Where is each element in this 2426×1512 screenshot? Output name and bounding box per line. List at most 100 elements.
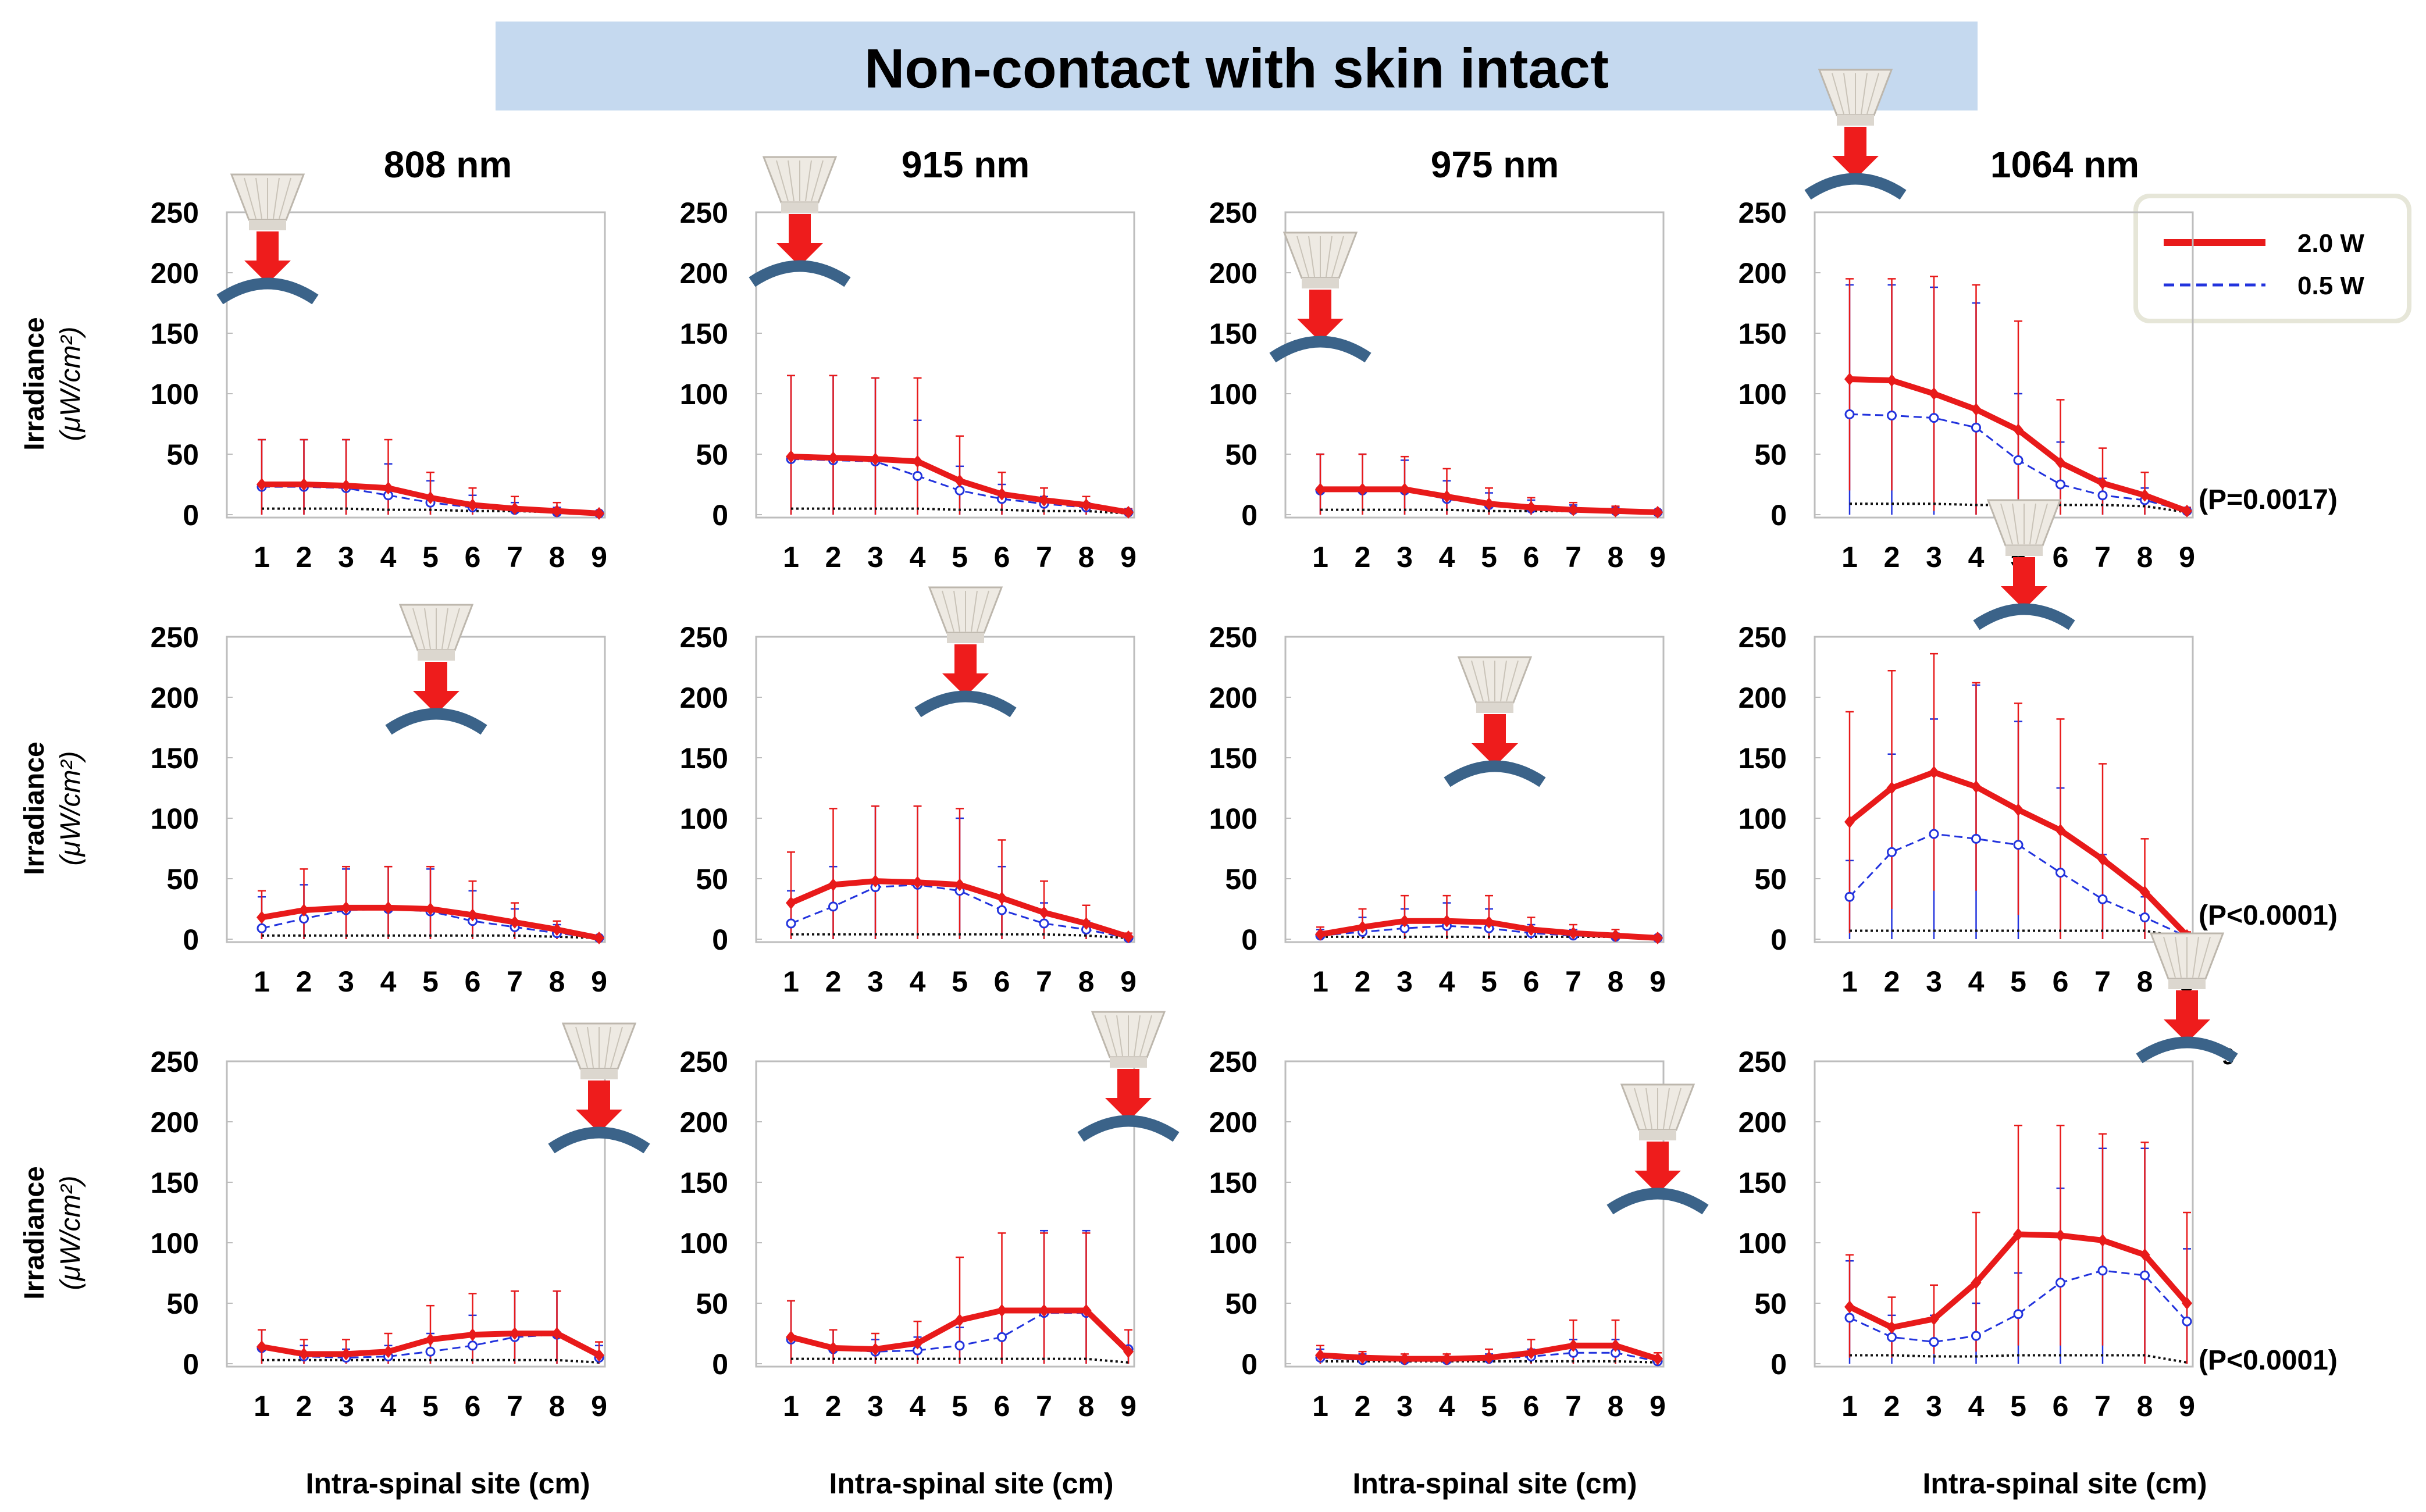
y-tick-label: 200 [680,1106,728,1139]
y-tick-label: 50 [1754,863,1787,896]
data-point-2-0w [2097,1233,2108,1247]
data-point-2-0w [786,1331,796,1344]
probe-arrow-shaft [1309,290,1331,320]
x-tick-label: 4 [910,965,926,998]
data-point-0-5w [1844,891,1855,902]
data-point-2-0w [298,478,309,491]
x-tick-label: 2 [1355,1390,1371,1422]
probe-arrow-shaft [1844,127,1866,157]
probe-rib [1134,1015,1141,1057]
data-point-0-5w [1929,1337,1939,1347]
y-tick-label: 150 [680,1167,728,1199]
x-tick-label: 4 [1968,541,1985,573]
probe-rib [1634,1087,1647,1129]
x-tick-label: 7 [1036,965,1052,998]
x-tick-label: 9 [591,1390,607,1422]
data-point-2-0w [510,915,520,929]
data-point-2-0w [1844,373,1855,386]
ylabel-line2: (μW/cm²) [55,751,86,866]
data-point-2-0w [467,498,478,512]
x-tick-label: 2 [296,1390,312,1422]
x-tick-label: 1 [1841,1390,1858,1422]
chart-panel-915-nm-site-1: 0 50 100 150 200 250 1 2 3 4 5 6 7 8 9 [680,156,1137,573]
x-tick-label: 4 [1439,1390,1455,1422]
data-point-2-0w [1652,1352,1663,1365]
probe-rib [1843,73,1850,115]
y-tick-label: 250 [1209,197,1257,229]
skin-arc [1973,603,2075,630]
x-tick-label: 1 [1312,541,1328,573]
x-tick-label: 9 [1120,965,1137,998]
x-tick-label: 7 [1565,965,1581,998]
probe-tip [1302,278,1339,288]
x-tick-label: 3 [1926,1390,1942,1422]
ylabel-line2: (μW/cm²) [55,327,86,441]
x-tick-label: 3 [1397,1390,1413,1422]
data-point-2-0w [1971,403,1982,416]
data-point-0-5w [786,918,796,929]
data-point-0-5w [1887,847,1897,857]
probe-arrow-shaft [425,662,447,692]
data-point-0-5w [2013,455,2024,465]
data-point-2-0w [510,502,520,515]
data-point-2-0w [954,474,965,487]
ylabel-line1: Irradiance [19,741,50,875]
probe-tip [1837,115,1874,126]
data-point-2-0w [551,1327,562,1340]
data-point-0-5w [1887,410,1897,420]
probe-arrow-head [244,261,291,284]
y-tick-label: 100 [680,803,728,835]
x-tick-label: 8 [1078,1390,1095,1422]
probe-arrow-head [2164,1019,2210,1043]
probe-rib [1116,1015,1123,1057]
x-tick-label: 3 [1926,541,1942,573]
y-tick-label: 250 [1739,197,1787,229]
y-tick-label: 250 [680,197,728,229]
x-tick-label: 9 [1650,541,1666,573]
probe-arrow-shaft [954,644,977,675]
chart-panel-808-nm-site-5: 0 50 100 150 200 250 1 2 3 4 5 6 7 8 9 [151,604,607,998]
skin-arc [548,1126,650,1154]
y-tick-label: 200 [680,682,728,714]
y-tick-label: 100 [1739,1227,1787,1260]
probe-rib [1331,236,1344,277]
x-tick-label: 2 [1884,965,1900,998]
x-tick-label: 1 [254,1390,270,1422]
x-tick-label: 1 [1841,541,1858,573]
data-point-2-0w [594,507,604,520]
data-point-2-0w [1652,931,1663,944]
data-point-2-0w [1039,906,1049,919]
data-point-2-0w [383,1345,394,1358]
probe-rib [1483,660,1490,702]
probe-arrow-head [1105,1098,1152,1121]
chart-panel-975-nm-site-9: 0 50 100 150 200 250 1 2 3 4 5 6 7 8 9 [1209,1046,1709,1422]
data-point-2-0w [828,1341,839,1354]
data-point-2-0w [383,482,394,495]
y-tick-label: 50 [696,438,728,471]
y-tick-label: 100 [1209,1227,1257,1260]
x-tick-label: 8 [549,541,565,573]
chart-panel-808-nm-site-9: 0 50 100 150 200 250 1 2 3 4 5 6 7 8 9 [151,1022,650,1422]
y-tick-label: 100 [680,1227,728,1260]
plot-frame [226,636,606,943]
data-point-2-0w [2013,1228,2024,1241]
x-tick-label: 1 [254,965,270,998]
x-tick-label: 5 [952,1390,968,1422]
probe-rib [1506,660,1519,702]
x-tick-label: 6 [465,965,481,998]
x-tick-label: 5 [952,965,968,998]
data-point-2-0w [1484,1351,1494,1364]
plot-frame [755,1060,1135,1368]
data-point-2-0w [1484,915,1494,929]
y-tick-label: 200 [1209,1106,1257,1139]
data-point-2-0w [912,455,923,468]
data-point-2-0w [1568,1339,1579,1352]
data-point-0-5w [1844,409,1855,419]
baseline-line [1850,929,2188,939]
data-point-2-0w [828,878,839,891]
probe-tip [947,633,984,643]
x-tick-label: 3 [1926,965,1942,998]
x-tick-label: 6 [465,541,481,573]
data-point-0-5w [257,923,267,933]
probe-rib [424,608,431,650]
